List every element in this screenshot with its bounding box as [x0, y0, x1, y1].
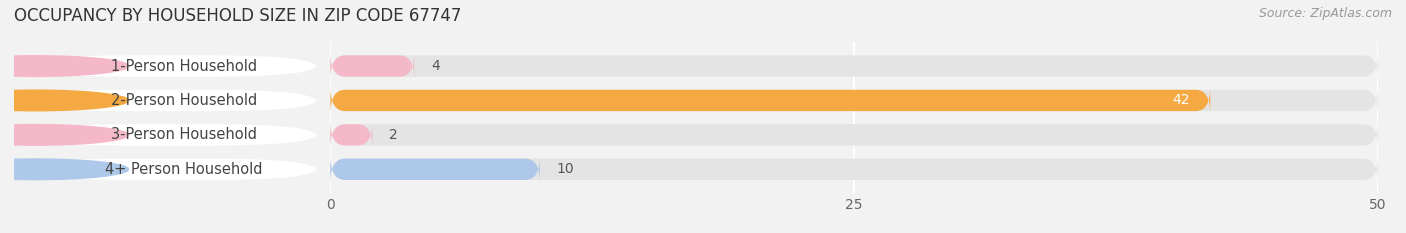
FancyBboxPatch shape [330, 156, 1378, 183]
Circle shape [0, 125, 128, 145]
Text: 42: 42 [1171, 93, 1189, 107]
Text: OCCUPANCY BY HOUSEHOLD SIZE IN ZIP CODE 67747: OCCUPANCY BY HOUSEHOLD SIZE IN ZIP CODE … [14, 7, 461, 25]
FancyBboxPatch shape [330, 87, 1211, 114]
FancyBboxPatch shape [330, 121, 373, 148]
FancyBboxPatch shape [330, 156, 540, 183]
FancyBboxPatch shape [330, 121, 1378, 148]
Text: 1-Person Household: 1-Person Household [111, 58, 257, 74]
Circle shape [0, 90, 128, 111]
FancyBboxPatch shape [330, 87, 1378, 114]
FancyBboxPatch shape [20, 124, 318, 146]
Text: 4: 4 [432, 59, 440, 73]
FancyBboxPatch shape [330, 53, 1378, 79]
FancyBboxPatch shape [330, 53, 415, 79]
FancyBboxPatch shape [20, 55, 318, 77]
Text: 2: 2 [389, 128, 398, 142]
FancyBboxPatch shape [20, 159, 318, 180]
Text: 2-Person Household: 2-Person Household [111, 93, 257, 108]
Circle shape [0, 159, 128, 180]
Text: 4+ Person Household: 4+ Person Household [105, 162, 263, 177]
FancyBboxPatch shape [20, 90, 318, 111]
Text: 3-Person Household: 3-Person Household [111, 127, 257, 142]
Circle shape [0, 56, 128, 76]
Text: 10: 10 [557, 162, 574, 176]
Text: Source: ZipAtlas.com: Source: ZipAtlas.com [1258, 7, 1392, 20]
